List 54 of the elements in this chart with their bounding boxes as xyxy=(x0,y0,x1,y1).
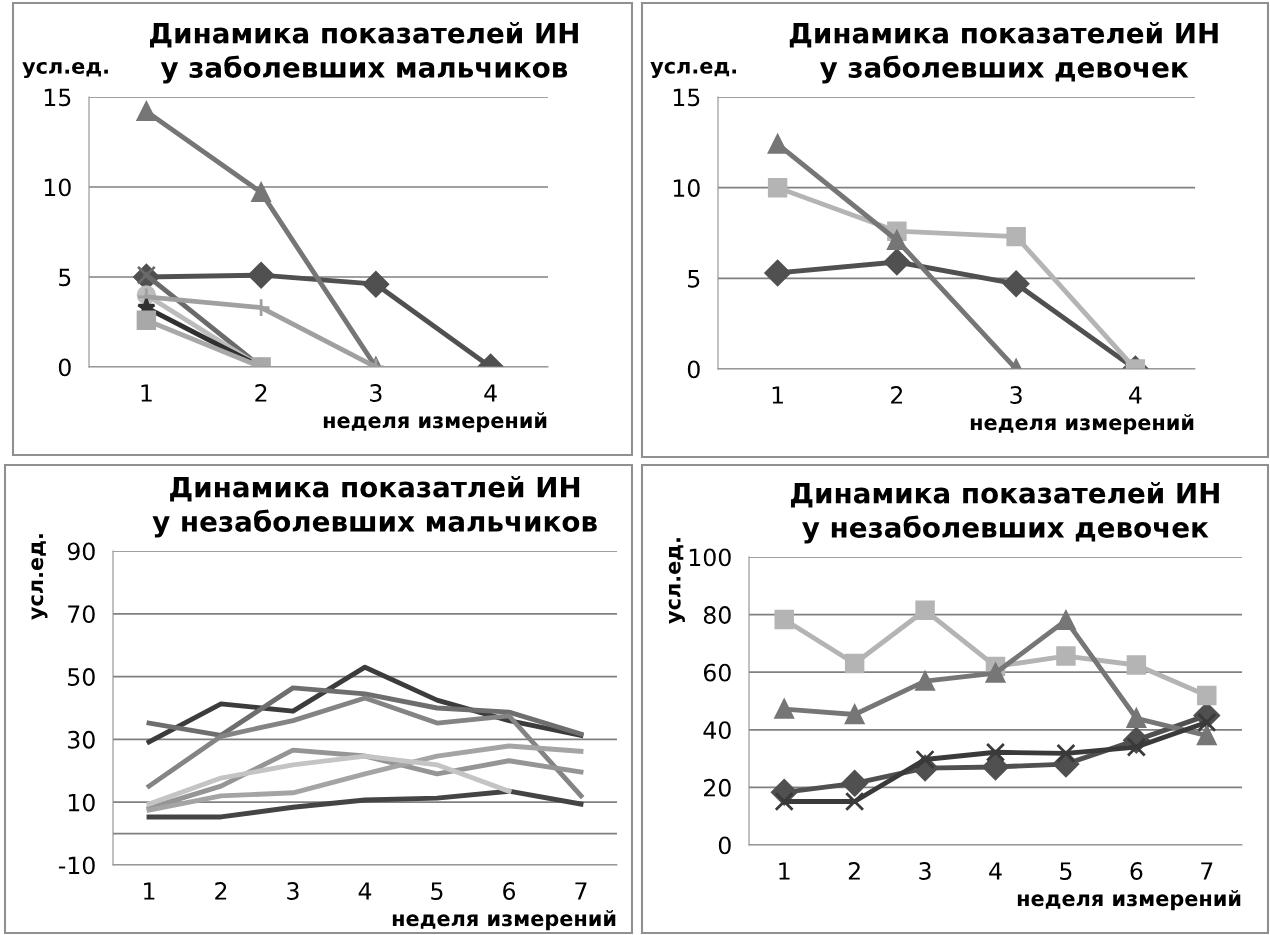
y-tick-label: 10 xyxy=(68,793,95,812)
x-tick-label: 1 xyxy=(772,386,783,404)
y-tick-label: 70 xyxy=(68,605,95,624)
x-tick-label: 7 xyxy=(575,882,587,900)
y-axis-title: усл.ед. xyxy=(31,534,48,620)
y-tick-label: 10 xyxy=(673,179,700,197)
y-tick-label: 5 xyxy=(59,268,71,287)
x-axis-title: неделя измерений xyxy=(392,910,616,931)
y-tick-label: -10 xyxy=(58,856,95,875)
x-tick-label: 3 xyxy=(919,862,931,880)
x-tick-label: 4 xyxy=(1129,386,1142,404)
x-tick-label: 1 xyxy=(144,882,155,900)
x-tick-label: 5 xyxy=(431,882,443,900)
x-axis-title: неделя измерений xyxy=(1017,890,1241,911)
x-tick-label: 4 xyxy=(358,882,372,900)
y-tick-label: 50 xyxy=(68,668,95,686)
x-tick-label: 1 xyxy=(141,384,152,402)
y-tick-label: 10 xyxy=(44,178,71,197)
y-axis-title: усл.ед. xyxy=(650,61,737,78)
y-tick-label: 60 xyxy=(703,663,731,682)
x-tick-label: 2 xyxy=(255,384,267,402)
x-tick-label: 2 xyxy=(891,386,903,404)
chart-title: Динамика показателей ИН у незаболевших девочек xyxy=(790,481,1219,544)
x-tick-label: 3 xyxy=(1010,386,1022,404)
x-tick-label: 3 xyxy=(370,384,382,402)
chart-title: Динамика показателей ИН у заболевших девочек xyxy=(789,21,1218,84)
y-tick-label: 90 xyxy=(67,542,95,561)
y-tick-label: 0 xyxy=(58,358,71,377)
y-tick-label: 40 xyxy=(703,721,731,740)
x-tick-label: 2 xyxy=(848,862,860,880)
x-axis-title: неделя измерений xyxy=(323,412,547,433)
y-tick-label: 15 xyxy=(673,88,700,107)
y-tick-label: 100 xyxy=(689,548,731,567)
y-tick-label: 15 xyxy=(44,88,71,107)
x-tick-label: 7 xyxy=(1201,862,1213,880)
y-tick-label: 0 xyxy=(718,836,731,855)
x-tick-label: 5 xyxy=(1060,862,1072,880)
y-axis-title: усл.ед. xyxy=(668,538,685,624)
chart-title: Динамика показатлей ИН у незаболевших мальчиков xyxy=(152,475,597,538)
y-axis-title: усл.ед. xyxy=(22,61,108,79)
y-tick-label: 0 xyxy=(687,360,700,379)
x-tick-label: 4 xyxy=(989,862,1002,880)
y-tick-label: 5 xyxy=(688,270,700,288)
chart-title: Динамика показателей ИН у заболевших мальчиков xyxy=(150,21,578,84)
y-tick-label: 30 xyxy=(68,730,95,749)
x-tick-label: 4 xyxy=(484,384,497,402)
x-axis-title: неделя измерений xyxy=(970,414,1194,435)
y-tick-label: 80 xyxy=(703,606,731,624)
y-tick-label: 20 xyxy=(704,778,731,797)
x-tick-label: 1 xyxy=(779,862,790,880)
x-tick-label: 3 xyxy=(287,882,299,900)
x-tick-label: 6 xyxy=(503,882,516,900)
x-tick-label: 6 xyxy=(1130,862,1143,880)
x-tick-label: 2 xyxy=(215,882,227,900)
